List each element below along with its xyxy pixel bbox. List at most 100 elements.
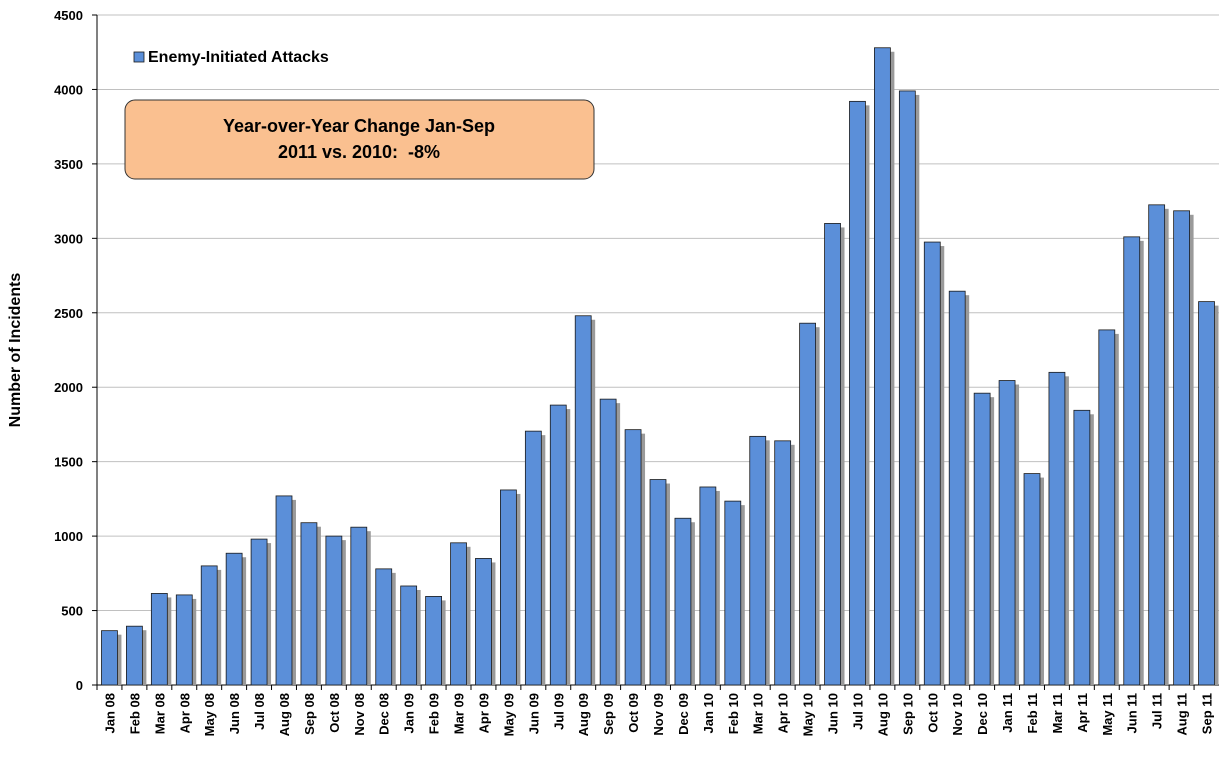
x-tick-label: May 10 <box>801 693 816 736</box>
x-tick-label: Mar 11 <box>1050 693 1065 733</box>
x-tick-label: Feb 10 <box>726 693 741 734</box>
x-tick-label: Jun 11 <box>1125 693 1140 733</box>
x-tick-label: Jan 11 <box>1000 693 1015 733</box>
x-tick-label: Apr 08 <box>177 693 192 733</box>
x-tick-label: Apr 09 <box>476 693 491 733</box>
legend-label: Enemy-Initiated Attacks <box>148 49 329 66</box>
bar <box>774 440 792 686</box>
bar <box>375 568 393 686</box>
y-tick-label: 4500 <box>54 8 83 23</box>
x-tick-label: May 08 <box>202 693 217 736</box>
bar <box>425 596 442 686</box>
bar <box>874 47 891 686</box>
x-tick-label: May 11 <box>1100 693 1115 736</box>
bar <box>1148 204 1166 686</box>
bar <box>475 558 492 686</box>
bar <box>624 429 642 686</box>
bar <box>1023 473 1041 686</box>
bar <box>549 404 567 686</box>
bar <box>948 290 966 686</box>
bar <box>275 495 293 686</box>
bar <box>574 315 592 686</box>
bar <box>350 526 368 686</box>
bar <box>599 398 617 686</box>
x-tick-label: Sep 10 <box>900 693 915 735</box>
bar <box>749 435 767 686</box>
x-tick-label: Jan 08 <box>102 693 117 733</box>
x-tick-label: Jun 08 <box>227 693 242 734</box>
bar <box>898 90 916 686</box>
x-tick-label: Jul 11 <box>1150 693 1165 729</box>
x-tick-label: Mar 08 <box>152 693 167 734</box>
y-tick-label: 500 <box>61 604 83 619</box>
bar <box>998 380 1016 686</box>
bar <box>1048 371 1066 686</box>
bar <box>325 535 343 686</box>
bar <box>1123 236 1141 686</box>
bar <box>300 522 318 686</box>
bar <box>1173 210 1190 686</box>
legend-swatch <box>133 51 145 63</box>
x-tick-label: Dec 08 <box>377 693 392 735</box>
bar <box>450 542 467 686</box>
bar <box>400 585 418 686</box>
x-tick-label: Aug 10 <box>875 693 890 736</box>
bar <box>649 479 667 686</box>
bar <box>724 500 742 686</box>
bar <box>1198 301 1215 686</box>
x-tick-label: Apr 10 <box>776 693 791 733</box>
x-tick-label: Jan 10 <box>701 693 716 733</box>
x-tick-label: Feb 08 <box>127 693 142 734</box>
bar <box>524 430 542 686</box>
bar <box>175 594 193 686</box>
y-tick-label: 3500 <box>54 157 83 172</box>
x-tick-label: Dec 09 <box>676 693 691 735</box>
bar <box>824 223 841 686</box>
bar <box>699 486 717 686</box>
x-tick-label: Oct 09 <box>626 693 641 733</box>
x-tick-label: Jul 09 <box>551 693 566 730</box>
x-tick-label: Mar 10 <box>751 693 766 734</box>
x-tick-label: Jun 09 <box>526 693 541 734</box>
y-tick-label: 0 <box>76 678 83 693</box>
annotation-text: Year-over-Year Change Jan-Sep <box>223 116 495 136</box>
x-tick-label: Oct 08 <box>327 693 342 733</box>
bar <box>674 517 692 686</box>
x-tick-label: Apr 11 <box>1075 693 1090 733</box>
bar <box>849 100 866 686</box>
x-tick-label: Sep 09 <box>601 693 616 735</box>
x-tick-label: Aug 08 <box>277 693 292 736</box>
x-tick-label: Feb 11 <box>1025 693 1040 733</box>
bar <box>923 241 941 686</box>
x-tick-label: Nov 09 <box>651 693 666 736</box>
x-tick-label: May 09 <box>501 693 516 736</box>
x-tick-label: Oct 10 <box>925 693 940 733</box>
x-tick-label: Feb 09 <box>427 693 442 734</box>
bar <box>126 625 143 686</box>
x-tick-label: Dec 10 <box>975 693 990 735</box>
bar <box>973 392 991 686</box>
y-tick-label: 2500 <box>54 306 83 321</box>
bar <box>799 322 816 686</box>
x-tick-label: Aug 11 <box>1175 693 1190 736</box>
y-tick-label: 1000 <box>54 529 83 544</box>
bar <box>150 593 168 686</box>
annotation-text: 2011 vs. 2010: -8% <box>278 142 440 162</box>
y-tick-label: 4000 <box>54 82 83 97</box>
annotation-box <box>124 99 595 180</box>
y-tick-label: 3000 <box>54 231 83 246</box>
x-tick-label: Jul 08 <box>252 693 267 730</box>
y-axis-label: Number of Incidents <box>7 273 24 428</box>
bar <box>1098 329 1116 686</box>
y-tick-label: 1500 <box>54 455 83 470</box>
bar <box>225 552 243 686</box>
x-tick-label: Mar 09 <box>452 693 467 734</box>
x-tick-label: Nov 08 <box>352 693 367 736</box>
x-tick-label: Sep 08 <box>302 693 317 735</box>
bar <box>101 630 118 686</box>
x-tick-label: Jun 10 <box>826 693 841 734</box>
x-tick-label: Sep 11 <box>1200 693 1215 734</box>
bar <box>1073 409 1091 686</box>
bar <box>500 489 517 686</box>
